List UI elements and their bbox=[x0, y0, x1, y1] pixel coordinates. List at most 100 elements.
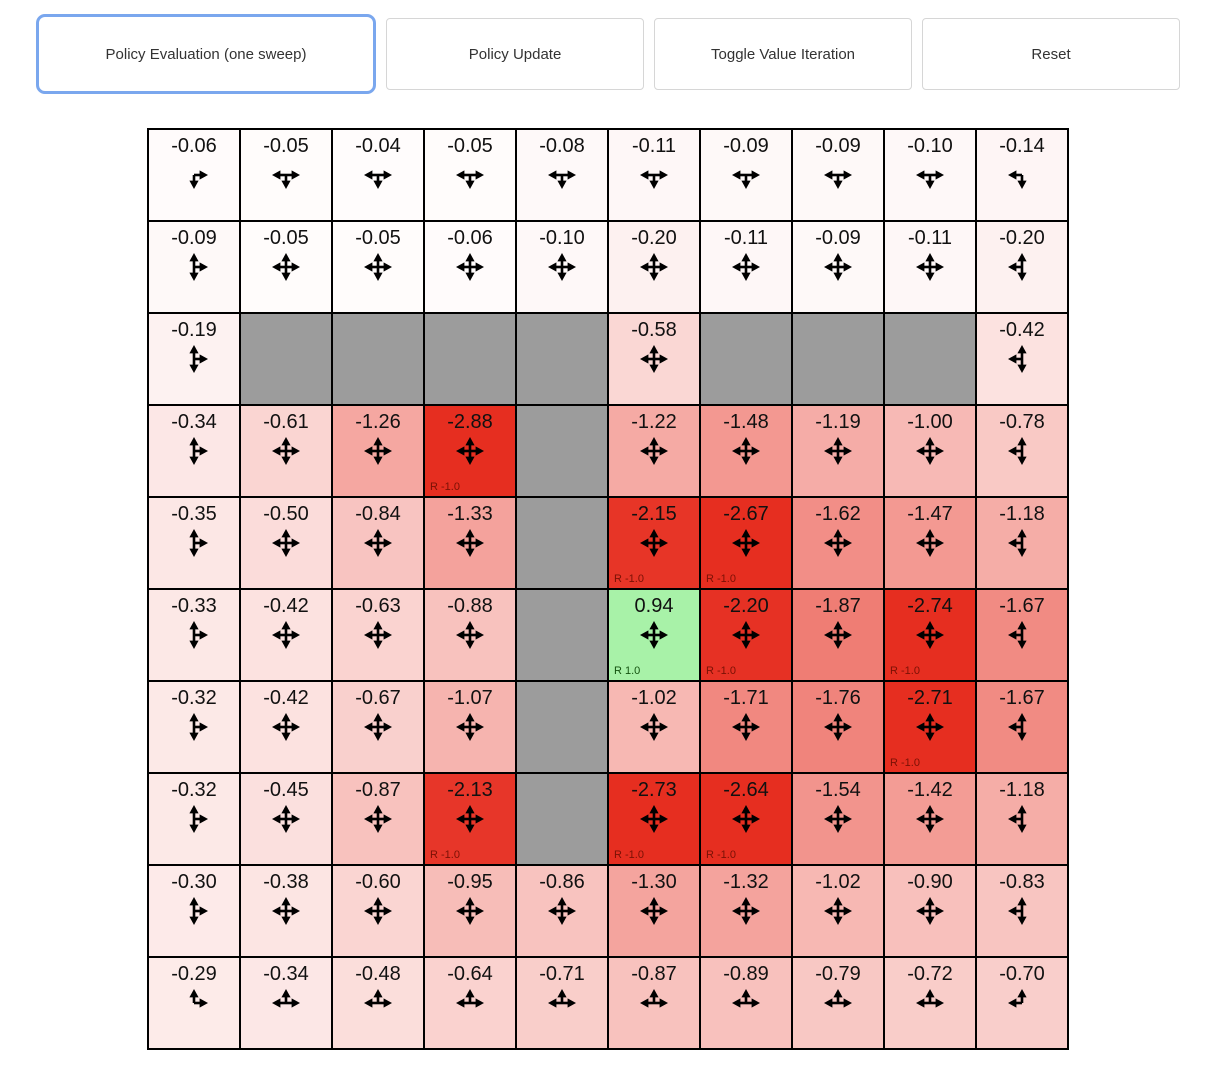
cell-value: -0.87 bbox=[631, 963, 677, 985]
cell-value: -0.38 bbox=[263, 871, 309, 893]
wall-cell bbox=[517, 498, 607, 588]
cell-value: -2.67 bbox=[723, 503, 769, 525]
grid-cell: -2.74 R -1.0 bbox=[885, 590, 975, 680]
cell-value: -0.89 bbox=[723, 963, 769, 985]
toggle-value-iteration-button[interactable]: Toggle Value Iteration bbox=[654, 18, 913, 90]
grid-cell: -0.19 bbox=[149, 314, 239, 404]
grid-cell: -1.67 bbox=[977, 590, 1067, 680]
cell-value: -1.48 bbox=[723, 411, 769, 433]
wall-cell bbox=[517, 314, 607, 404]
grid-cell: -1.00 bbox=[885, 406, 975, 496]
reset-button[interactable]: Reset bbox=[922, 18, 1181, 90]
cell-value: -0.11 bbox=[723, 227, 769, 249]
cell-value: -0.88 bbox=[447, 595, 493, 617]
grid-cell: -2.15 R -1.0 bbox=[609, 498, 699, 588]
policy-arrows-icon bbox=[364, 805, 392, 833]
wall-cell bbox=[793, 314, 883, 404]
policy-arrows-icon bbox=[1008, 170, 1027, 189]
grid-cell: -1.02 bbox=[793, 866, 883, 956]
cell-value: -1.02 bbox=[631, 687, 677, 709]
cell-value: -1.02 bbox=[815, 871, 861, 893]
policy-arrows-icon bbox=[916, 805, 944, 833]
cell-value: -0.09 bbox=[171, 227, 217, 249]
grid-cell: -0.34 bbox=[149, 406, 239, 496]
cell-value: -2.73 bbox=[631, 779, 677, 801]
policy-arrows-icon bbox=[189, 253, 208, 281]
cell-value: -1.54 bbox=[815, 779, 861, 801]
grid-cell: -1.71 bbox=[701, 682, 791, 772]
gridworld-container: -0.06 -0.05 -0.04 -0.05 -0.08 -0.11 -0.09 -0.09… bbox=[147, 128, 1069, 1050]
policy-arrows-icon bbox=[189, 621, 208, 649]
cell-value: -0.70 bbox=[999, 963, 1045, 985]
grid-cell: -0.29 bbox=[149, 958, 239, 1048]
policy-arrows-icon bbox=[548, 253, 576, 281]
policy-arrows-icon bbox=[272, 989, 300, 1008]
policy-arrows-icon bbox=[364, 170, 392, 189]
grid-cell: -0.90 bbox=[885, 866, 975, 956]
policy-arrows-icon bbox=[640, 437, 668, 465]
grid-cell: -0.32 bbox=[149, 682, 239, 772]
policy-arrows-icon bbox=[732, 713, 760, 741]
cell-value: -0.20 bbox=[999, 227, 1045, 249]
grid-cell: -0.45 bbox=[241, 774, 331, 864]
cell-value: -1.30 bbox=[631, 871, 677, 893]
policy-arrows-icon bbox=[916, 713, 944, 741]
grid-cell: -0.20 bbox=[609, 222, 699, 312]
grid-cell: -0.67 bbox=[333, 682, 423, 772]
policy-arrows-icon bbox=[824, 253, 852, 281]
policy-arrows-icon bbox=[1008, 713, 1027, 741]
grid-cell: -1.47 bbox=[885, 498, 975, 588]
policy-arrows-icon bbox=[640, 897, 668, 925]
grid-cell: -2.73 R -1.0 bbox=[609, 774, 699, 864]
policy-arrows-icon bbox=[456, 437, 484, 465]
wall-cell bbox=[333, 314, 423, 404]
policy-arrows-icon bbox=[364, 529, 392, 557]
cell-value: -0.42 bbox=[999, 319, 1045, 341]
grid-cell: -0.87 bbox=[333, 774, 423, 864]
policy-arrows-icon bbox=[824, 621, 852, 649]
policy-evaluation-button[interactable]: Policy Evaluation (one sweep) bbox=[36, 14, 377, 94]
policy-arrows-icon bbox=[272, 170, 300, 189]
cell-value: -0.63 bbox=[355, 595, 401, 617]
policy-arrows-icon bbox=[640, 529, 668, 557]
wall-cell bbox=[425, 314, 515, 404]
grid-cell: -0.06 bbox=[149, 130, 239, 220]
policy-arrows-icon bbox=[824, 713, 852, 741]
grid-cell: -0.09 bbox=[793, 222, 883, 312]
grid-cell: -1.33 bbox=[425, 498, 515, 588]
cell-value: -0.48 bbox=[355, 963, 401, 985]
cell-value: -0.14 bbox=[999, 135, 1045, 157]
grid-cell: -0.89 bbox=[701, 958, 791, 1048]
cell-value: -0.78 bbox=[999, 411, 1045, 433]
policy-arrows-icon bbox=[272, 437, 300, 465]
policy-arrows-icon bbox=[824, 437, 852, 465]
grid-cell: -0.30 bbox=[149, 866, 239, 956]
grid-cell: -0.09 bbox=[701, 130, 791, 220]
cell-value: -0.42 bbox=[263, 687, 309, 709]
policy-arrows-icon bbox=[916, 989, 944, 1008]
cell-value: -0.90 bbox=[907, 871, 953, 893]
gridworld: -0.06 -0.05 -0.04 -0.05 -0.08 -0.11 -0.09 -0.09… bbox=[147, 128, 1069, 1050]
cell-value: -2.88 bbox=[447, 411, 493, 433]
grid-cell: -1.30 bbox=[609, 866, 699, 956]
policy-arrows-icon bbox=[189, 713, 208, 741]
policy-arrows-icon bbox=[364, 897, 392, 925]
policy-arrows-icon bbox=[916, 170, 944, 189]
grid-cell: -0.04 bbox=[333, 130, 423, 220]
policy-arrows-icon bbox=[916, 897, 944, 925]
cell-value: -0.11 bbox=[907, 227, 953, 249]
toolbar: Policy Evaluation (one sweep) Policy Upd… bbox=[36, 14, 1181, 94]
cell-value: -1.71 bbox=[723, 687, 769, 709]
grid-cell: -0.11 bbox=[885, 222, 975, 312]
policy-arrows-icon bbox=[364, 621, 392, 649]
policy-arrows-icon bbox=[548, 170, 576, 189]
wall-cell bbox=[517, 590, 607, 680]
policy-arrows-icon bbox=[272, 897, 300, 925]
grid-cell: -0.58 bbox=[609, 314, 699, 404]
grid-cell: -1.87 bbox=[793, 590, 883, 680]
policy-arrows-icon bbox=[272, 713, 300, 741]
grid-cell: -0.33 bbox=[149, 590, 239, 680]
policy-update-button[interactable]: Policy Update bbox=[386, 18, 645, 90]
wall-cell bbox=[517, 682, 607, 772]
cell-value: -0.30 bbox=[171, 871, 217, 893]
